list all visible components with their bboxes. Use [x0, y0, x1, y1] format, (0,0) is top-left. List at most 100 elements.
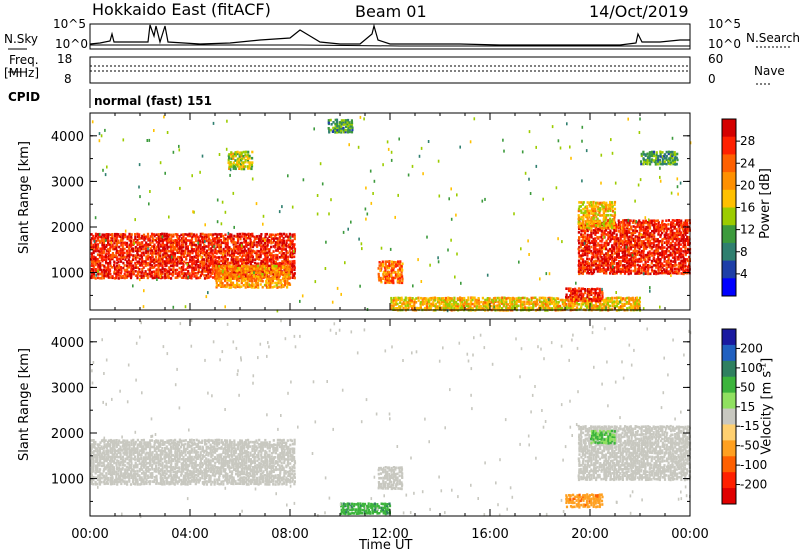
- power-echo-cell: [145, 242, 147, 245]
- power-echo-cell: [388, 148, 390, 151]
- power-echo-cell: [151, 245, 153, 248]
- power-echo-cell: [601, 296, 603, 299]
- power-echo-cell: [248, 278, 250, 281]
- power-echo-cell: [95, 256, 97, 259]
- power-echo-cell: [224, 250, 226, 253]
- power-echo-cell: [484, 299, 486, 302]
- power-echo-cell: [230, 286, 232, 289]
- power-echo-cell: [451, 303, 453, 306]
- power-echo-cell: [183, 261, 185, 264]
- power-echo-cell: [581, 240, 583, 243]
- power-echo-cell: [666, 262, 668, 265]
- power-echo-cell: [632, 297, 634, 300]
- power-echo-cell: [659, 252, 661, 255]
- power-echo-cell: [274, 244, 276, 247]
- power-echo-cell: [671, 192, 673, 195]
- power-echo-cell: [636, 250, 638, 253]
- power-echo-cell: [197, 242, 199, 245]
- power-echo-cell: [440, 307, 442, 310]
- power-echo-cell: [291, 260, 293, 263]
- power-echo-cell: [676, 157, 678, 160]
- power-echo-cell: [566, 122, 568, 125]
- power-echo-cell: [668, 240, 670, 243]
- power-echo-cell: [343, 119, 345, 122]
- power-echo-cell: [396, 299, 398, 302]
- power-echo-cell: [278, 276, 280, 279]
- power-echo-cell: [101, 258, 103, 261]
- power-echo-cell: [454, 276, 456, 279]
- power-echo-cell: [221, 222, 223, 225]
- power-echo-cell: [537, 303, 539, 306]
- power-echo-cell: [140, 248, 142, 251]
- power-echo-cell: [674, 265, 676, 268]
- power-echo-cell: [620, 260, 622, 263]
- power-echo-cell: [103, 269, 105, 272]
- power-echo-cell: [612, 265, 614, 268]
- power-echo-cell: [317, 213, 319, 216]
- power-echo-cell: [195, 272, 197, 275]
- power-echo-cell: [273, 265, 275, 268]
- power-echo-cell: [273, 254, 275, 257]
- power-echo-cell: [97, 260, 99, 263]
- power-echo-cell: [179, 148, 181, 151]
- power-echo-cell: [272, 234, 274, 237]
- power-echo-cell: [274, 285, 276, 288]
- power-echo-cell: [637, 264, 639, 267]
- power-echo-cell: [390, 248, 392, 251]
- power-echo-cell: [596, 288, 598, 291]
- power-echo-cell: [245, 240, 247, 243]
- power-echo-cell: [269, 284, 271, 287]
- power-echo-cell: [660, 155, 662, 158]
- power-echo-cell: [105, 239, 107, 242]
- power-echo-cell: [595, 240, 597, 243]
- power-echo-cell: [264, 235, 266, 238]
- power-echo-cell: [399, 279, 401, 282]
- power-echo-cell: [668, 228, 670, 231]
- power-echo-cell: [124, 252, 126, 255]
- power-echo-cell: [645, 216, 647, 219]
- velocity-echo-cell: [93, 456, 95, 459]
- power-echo-cell: [237, 256, 239, 259]
- power-echo-cell: [99, 233, 101, 236]
- power-echo-cell: [626, 230, 628, 233]
- power-echo-cell: [590, 234, 592, 237]
- power-echo-cell: [235, 168, 237, 171]
- power-echo-cell: [661, 226, 663, 229]
- power-echo-cell: [276, 265, 278, 268]
- power-echo-cell: [208, 233, 210, 236]
- power-echo-cell: [345, 125, 347, 128]
- power-echo-cell: [232, 261, 234, 264]
- power-echo-cell: [191, 233, 193, 236]
- power-echo-cell: [484, 198, 486, 201]
- power-echo-cell: [287, 258, 289, 261]
- power-echo-cell: [226, 282, 228, 285]
- power-echo-cell: [348, 143, 350, 146]
- power-echo-cell: [659, 306, 661, 309]
- power-echo-cell: [593, 201, 595, 204]
- power-echo-cell: [371, 202, 373, 205]
- power-echo-cell: [239, 236, 241, 239]
- power-echo-cell: [182, 233, 184, 236]
- power-echo-cell: [469, 305, 471, 308]
- power-echo-cell: [113, 271, 115, 274]
- power-echo-cell: [523, 301, 525, 304]
- power-echo-cell: [188, 276, 190, 279]
- power-echo-cell: [588, 298, 590, 301]
- power-echo-cell: [95, 233, 97, 236]
- power-echo-cell: [580, 227, 582, 230]
- power-echo-cell: [530, 192, 532, 195]
- power-echo-cell: [415, 297, 417, 300]
- power-echo-cell: [418, 307, 420, 310]
- power-echo-cell: [277, 240, 279, 243]
- power-echo-cell: [283, 233, 285, 236]
- power-echo-cell: [170, 268, 172, 271]
- power-echo-cell: [680, 243, 682, 246]
- power-echo-cell: [478, 301, 480, 304]
- power-echo-cell: [154, 273, 156, 276]
- power-echo-cell: [524, 297, 526, 300]
- power-echo-cell: [233, 226, 235, 229]
- power-echo-cell: [249, 265, 251, 268]
- power-echo-cell: [653, 226, 655, 229]
- power-echo-cell: [176, 244, 178, 247]
- power-echo-cell: [471, 296, 473, 299]
